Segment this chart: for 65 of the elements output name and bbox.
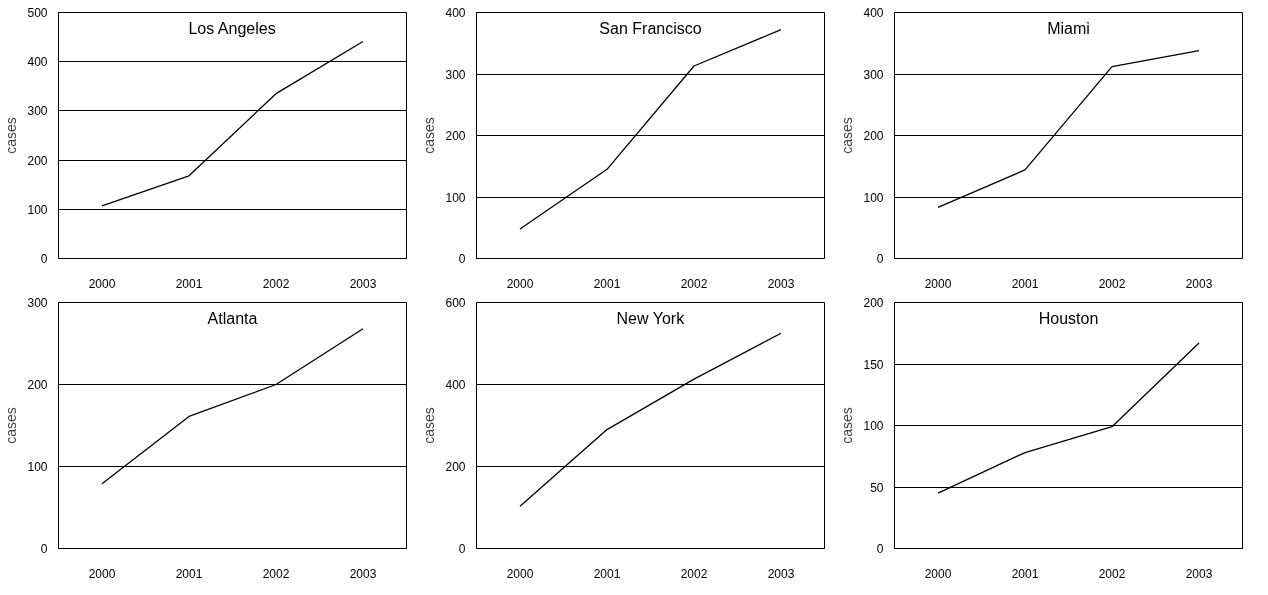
y-tick-label: 200 [27, 153, 48, 168]
x-tick-label: 2000 [924, 566, 952, 581]
y-tick-label: 300 [863, 67, 884, 82]
y-tick-label: 400 [863, 6, 884, 20]
chart-title: Miami [1047, 19, 1090, 37]
chart-title: Los Angeles [188, 19, 276, 37]
x-tick-label: 2003 [1185, 566, 1213, 581]
y-tick-label: 0 [458, 542, 466, 556]
y-tick-label: 50 [870, 480, 884, 495]
x-tick-label: 2003 [349, 276, 377, 291]
x-tick-label: 2000 [88, 566, 116, 581]
x-tick-label: 2002 [1098, 276, 1126, 291]
y-tick-label: 0 [40, 542, 48, 556]
x-tick-label: 2001 [175, 276, 203, 291]
y-tick-label: 500 [27, 6, 48, 20]
y-tick-label: 200 [445, 129, 466, 143]
y-axis-title: cases [839, 407, 856, 444]
y-tick-label: 100 [863, 190, 884, 205]
y-tick-label: 600 [445, 296, 466, 310]
x-tick-label: 2000 [88, 276, 116, 291]
x-tick-label: 2003 [349, 566, 377, 581]
chart-title: Atlanta [207, 309, 258, 327]
y-axis-title: cases [3, 407, 20, 444]
y-tick-label: 300 [27, 296, 48, 310]
y-tick-label: 200 [863, 296, 884, 310]
y-tick-label: 200 [445, 460, 466, 474]
x-tick-label: 2001 [1011, 566, 1039, 581]
x-tick-label: 2001 [593, 276, 621, 291]
y-tick-label: 0 [876, 252, 884, 266]
y-tick-label: 100 [445, 190, 466, 205]
y-axis-title: cases [421, 407, 438, 444]
y-axis-title: cases [3, 117, 20, 154]
y-tick-label: 0 [458, 252, 466, 266]
y-tick-label: 400 [445, 378, 466, 392]
y-axis-title: cases [839, 117, 856, 154]
chart-title: Houston [1038, 309, 1099, 327]
x-tick-label: 2002 [680, 566, 708, 581]
y-tick-label: 200 [27, 378, 48, 392]
x-tick-label: 2002 [262, 276, 290, 291]
x-tick-label: 2000 [506, 566, 534, 581]
y-tick-label: 100 [863, 419, 884, 433]
x-tick-label: 2000 [924, 276, 952, 291]
y-tick-label: 200 [863, 129, 884, 143]
y-tick-label: 300 [445, 67, 466, 82]
x-tick-label: 2000 [506, 276, 534, 291]
x-tick-label: 2002 [680, 276, 708, 291]
y-tick-label: 0 [40, 252, 48, 266]
chart-title: New York [616, 309, 686, 327]
x-tick-label: 2001 [593, 566, 621, 581]
y-axis-title: cases [421, 117, 438, 154]
x-tick-label: 2002 [262, 566, 290, 581]
x-tick-label: 2003 [767, 276, 795, 291]
y-tick-label: 150 [863, 357, 884, 372]
y-tick-label: 100 [27, 460, 48, 474]
x-tick-label: 2001 [175, 566, 203, 581]
chart-title: San Francisco [599, 19, 702, 37]
y-tick-label: 400 [445, 6, 466, 20]
y-tick-label: 300 [27, 104, 48, 119]
x-tick-label: 2003 [767, 566, 795, 581]
y-tick-label: 100 [27, 202, 48, 217]
y-tick-label: 0 [876, 542, 884, 556]
x-tick-label: 2002 [1098, 566, 1126, 581]
x-tick-label: 2003 [1185, 276, 1213, 291]
y-tick-label: 400 [27, 55, 48, 70]
x-tick-label: 2001 [1011, 276, 1039, 291]
